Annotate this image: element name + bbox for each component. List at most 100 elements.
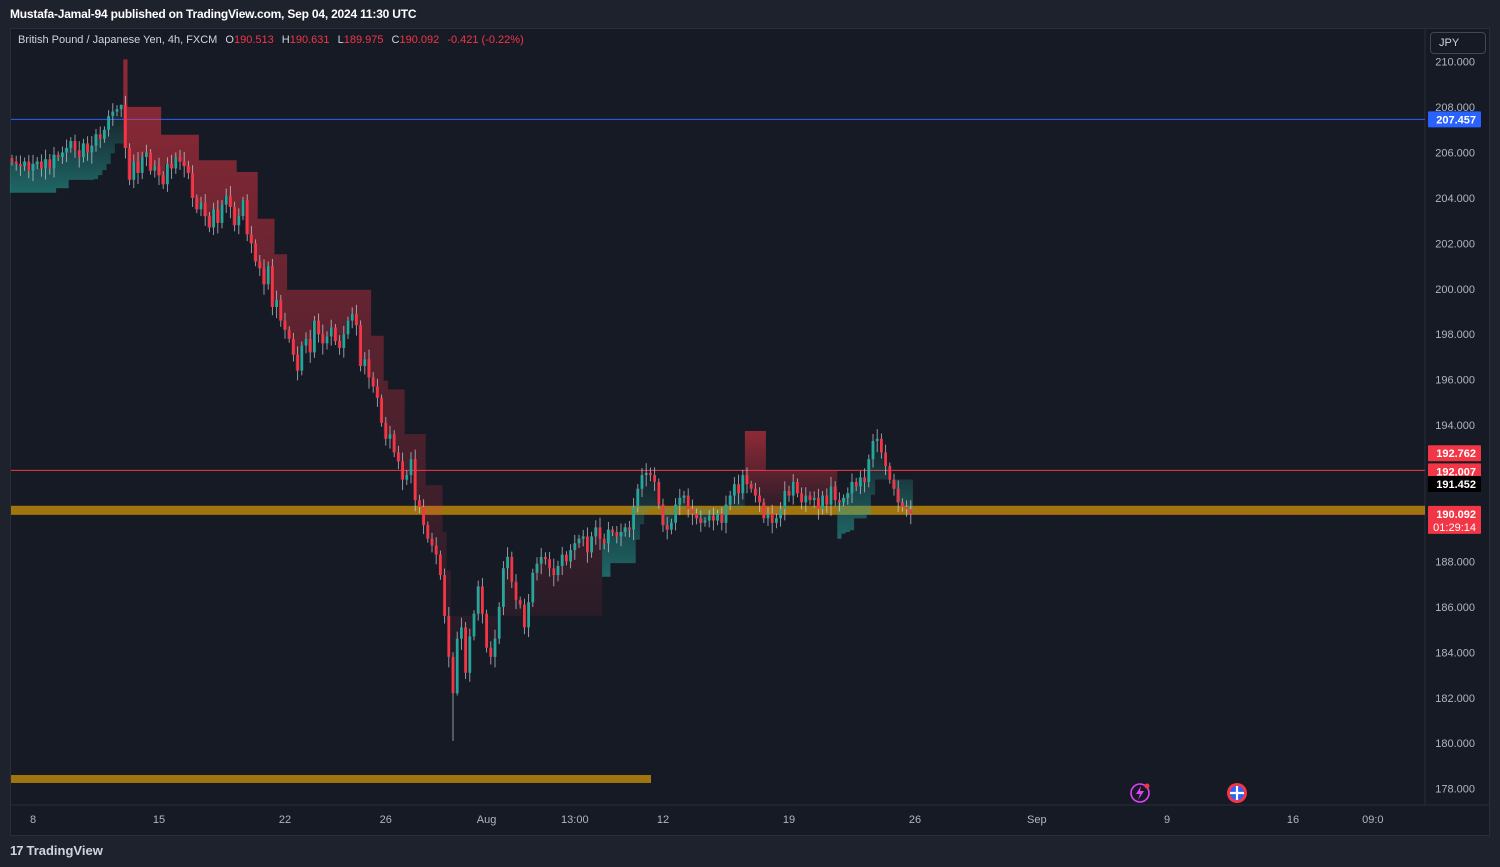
x-tick-label: 12 <box>657 814 669 826</box>
candle-body <box>178 157 182 162</box>
candle-body <box>271 266 274 307</box>
candle-body <box>590 536 593 553</box>
candle-body <box>145 152 148 158</box>
candle-body <box>86 143 89 153</box>
candle-body <box>686 495 690 510</box>
candle-body <box>451 656 455 694</box>
candle-body <box>602 538 606 544</box>
candle-body <box>220 204 224 223</box>
candle-body <box>817 497 820 510</box>
candle-body <box>119 104 123 110</box>
tradingview-brand[interactable]: 17 TradingView <box>10 843 103 858</box>
candle-body <box>409 459 413 476</box>
candle-body <box>481 586 484 614</box>
y-tick-label: 200.000 <box>1435 284 1475 296</box>
candle-body <box>699 518 703 523</box>
uk-flag-cross-icon <box>1230 786 1244 800</box>
candle-body <box>77 150 81 158</box>
candle-body <box>628 527 631 530</box>
price-axis-label-text: 190.092 <box>1436 509 1476 521</box>
candle-body <box>329 327 333 337</box>
candle-body <box>216 209 220 223</box>
candle-body <box>44 159 47 169</box>
candle-body <box>140 157 144 173</box>
trend-ribbon <box>837 438 913 539</box>
support-zone <box>11 775 651 783</box>
y-tick-label: 208.000 <box>1435 102 1475 114</box>
candle-body <box>812 497 816 501</box>
candle-body <box>397 452 400 462</box>
y-tick-label: 180.000 <box>1435 738 1475 750</box>
tradingview-logo-icon: 17 <box>10 843 24 858</box>
candle-body <box>275 300 278 307</box>
publish-info: Mustafa-Jamal-94 published on TradingVie… <box>10 7 417 21</box>
candle-body <box>447 615 451 657</box>
symbol-title[interactable]: British Pound / Japanese Yen, 4h, FXCM <box>18 34 218 46</box>
candle-body <box>342 334 346 348</box>
y-tick-label: 206.000 <box>1435 147 1475 159</box>
candle-body <box>195 197 199 210</box>
candle-body <box>577 538 581 544</box>
currency-button[interactable]: JPY <box>1430 32 1486 54</box>
candle-body <box>355 313 358 326</box>
y-tick-label: 210.000 <box>1435 57 1475 69</box>
candle-body <box>40 161 43 169</box>
candle-body <box>199 202 203 210</box>
candle-body <box>350 313 354 321</box>
x-tick-label: 26 <box>909 814 921 826</box>
candle-body <box>670 522 673 530</box>
symbol-legend: British Pound / Japanese Yen, 4h, FXCM O… <box>18 34 524 46</box>
candle-body <box>426 525 430 539</box>
candle-body <box>493 638 497 657</box>
candle-body <box>229 195 232 208</box>
event-dot-icon <box>1144 783 1150 789</box>
candle-body <box>418 500 421 507</box>
candle-body <box>871 441 875 460</box>
candle-body <box>514 581 518 601</box>
candle-body <box>346 320 350 335</box>
open-value: 190.513 <box>233 34 274 46</box>
x-tick-label: Aug <box>477 814 497 826</box>
y-tick-label: 188.000 <box>1435 556 1475 568</box>
candle-body <box>48 159 52 169</box>
high-value: 190.631 <box>289 34 330 46</box>
candle-body <box>825 495 829 505</box>
candle-body <box>107 116 110 130</box>
x-tick-label: 15 <box>153 814 165 826</box>
low-label: L <box>337 34 344 46</box>
footer-bar <box>0 836 1500 867</box>
close-label: C <box>391 34 400 46</box>
candle-body <box>376 386 379 398</box>
candle-body <box>325 336 329 344</box>
candle-body <box>14 161 18 164</box>
candle-body <box>838 500 841 503</box>
candle-body <box>338 341 341 348</box>
trend-ribbon <box>744 431 838 523</box>
candle-body <box>111 111 115 117</box>
candle-body <box>94 134 98 146</box>
candle-body <box>103 129 106 139</box>
y-tick-label: 204.000 <box>1435 193 1475 205</box>
y-tick-label: 178.000 <box>1435 784 1475 796</box>
candle-body <box>800 493 803 503</box>
candle-body <box>796 481 799 494</box>
candle-body <box>422 506 425 526</box>
candle-body <box>401 461 404 480</box>
lightning-glyph-icon <box>1136 786 1144 800</box>
candle-body <box>586 536 589 553</box>
candle-body <box>758 495 761 503</box>
candle-body <box>859 477 862 487</box>
candle-body <box>73 141 77 151</box>
candle-body <box>157 166 161 176</box>
candle-body <box>783 491 787 510</box>
event-lightning-icon <box>1130 783 1150 803</box>
candle-body <box>581 536 585 539</box>
candle-body <box>388 434 392 439</box>
candle-body <box>657 481 661 505</box>
candle-body <box>737 484 740 494</box>
x-tick-label: 26 <box>380 814 392 826</box>
candle-body <box>653 475 656 482</box>
candle-body <box>544 556 547 560</box>
candle-body <box>888 466 892 480</box>
